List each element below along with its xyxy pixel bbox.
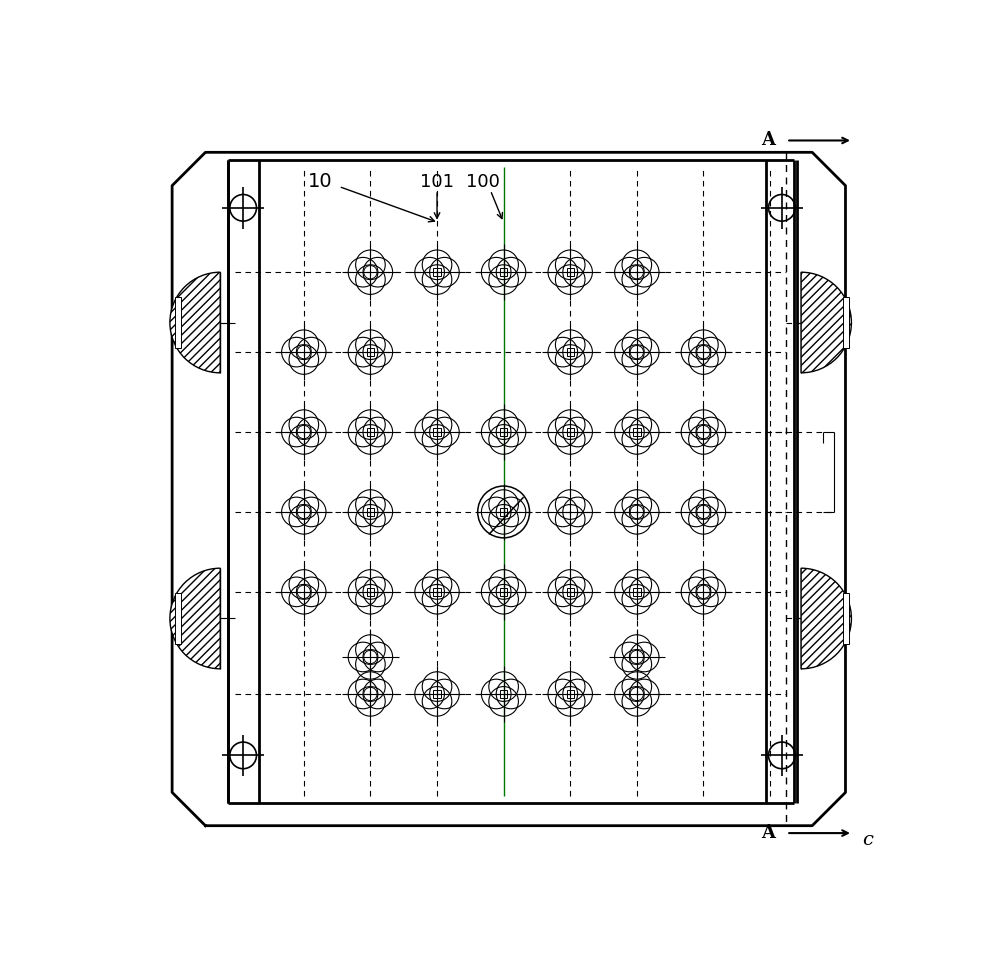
Bar (567, 349, 574, 356)
Wedge shape (801, 568, 851, 669)
Text: A: A (761, 132, 775, 150)
Text: A: A (761, 825, 775, 842)
Bar (500, 268, 507, 276)
Bar (500, 588, 507, 596)
Bar (567, 690, 574, 698)
Bar (843, 297, 849, 348)
Bar (843, 593, 849, 644)
Wedge shape (801, 272, 851, 373)
Wedge shape (170, 568, 220, 669)
Bar (433, 268, 441, 276)
Bar (567, 429, 574, 435)
Bar (367, 588, 374, 596)
Bar (567, 588, 574, 596)
Bar (633, 588, 641, 596)
Bar (500, 429, 507, 435)
Bar (567, 268, 574, 276)
Bar (500, 690, 507, 698)
Text: 101: 101 (420, 173, 454, 191)
Bar (433, 588, 441, 596)
Text: c: c (862, 831, 873, 850)
Bar (367, 349, 374, 356)
Bar (500, 508, 507, 516)
Bar (175, 297, 181, 348)
Wedge shape (170, 272, 220, 373)
Bar (367, 429, 374, 435)
Bar (433, 429, 441, 435)
Bar (633, 429, 641, 435)
Bar (433, 690, 441, 698)
Text: 10: 10 (308, 172, 332, 191)
Bar (367, 508, 374, 516)
Text: 100: 100 (466, 173, 500, 191)
Bar (175, 593, 181, 644)
